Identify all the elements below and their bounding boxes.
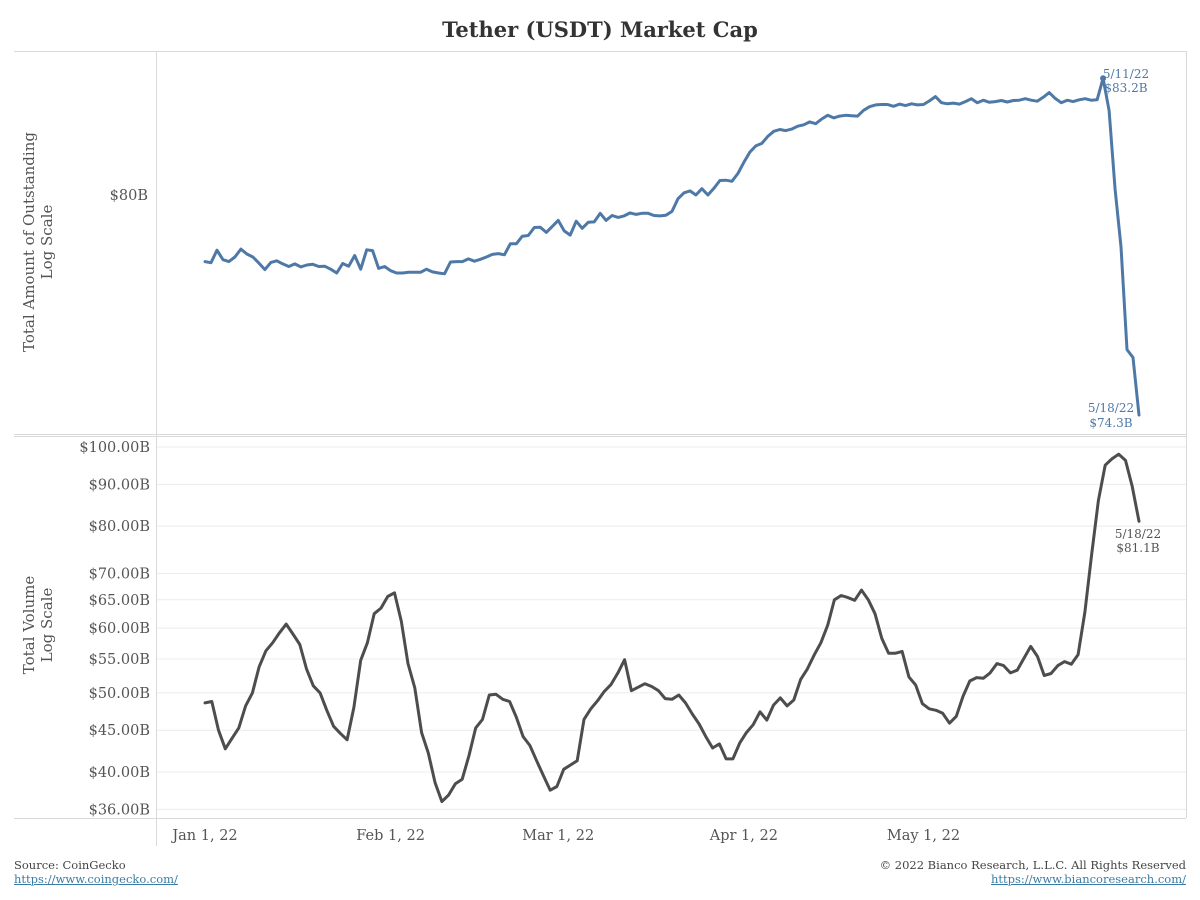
bottom-y-tick-label: $60.00B <box>89 621 150 637</box>
x-tick-labels: Jan 1, 22 Feb 1, 22 Mar 1, 22 Apr 1, 22 May … <box>170 828 960 844</box>
chart-title: Tether (USDT) Market Cap <box>442 17 758 42</box>
bottom-y-tick-label: $65.00B <box>89 593 150 609</box>
top-y-axis-title-line1: Total Amount of Outstanding <box>20 132 38 352</box>
market-cap-marker-5-11 <box>1100 75 1107 82</box>
market-cap-line <box>203 76 1141 417</box>
source-label: Source: CoinGecko <box>14 858 126 872</box>
x-tick-label: Feb 1, 22 <box>356 828 425 844</box>
bottom-y-axis-title: Total Volume Log Scale <box>20 576 56 675</box>
annotation-5-18-date-bottom: 5/18/22 <box>1115 527 1161 541</box>
top-y-axis-title: Total Amount of Outstanding Log Scale <box>20 132 56 352</box>
annotation-5-11-value: $83.2B <box>1104 81 1147 95</box>
bottom-y-axis-title-line2: Log Scale <box>38 588 56 663</box>
bottom-y-tick-label: $50.00B <box>89 686 150 702</box>
footer-source: Source: CoinGecko https://www.coingecko.… <box>14 858 178 886</box>
bottom-y-axis-title-line1: Total Volume <box>20 576 38 675</box>
bottom-y-tick-label: $100.00B <box>79 440 150 456</box>
bottom-y-tick-labels: $100.00B $90.00B $80.00B $70.00B $65.00B $60.… <box>79 440 150 818</box>
annotation-5-18-value-top: $74.3B <box>1089 416 1132 430</box>
bottom-y-tick-label: $70.00B <box>89 567 150 583</box>
bottom-y-tick-label: $40.00B <box>89 765 150 781</box>
top-y-tick-label: $80B <box>110 188 148 204</box>
top-y-tick-labels: $80B <box>110 188 148 204</box>
annotation-5-18-date-top: 5/18/22 <box>1088 401 1134 415</box>
footer-copyright: © 2022 Bianco Research, L.L.C. All Right… <box>880 858 1186 886</box>
volume-line <box>203 452 1141 804</box>
annotation-5-11-date: 5/11/22 <box>1103 67 1149 81</box>
top-y-axis-title-line2: Log Scale <box>38 205 56 280</box>
site-link[interactable]: https://www.biancoresearch.com/ <box>990 872 1186 886</box>
bottom-gridlines <box>157 446 1186 810</box>
x-tick-label: May 1, 22 <box>887 828 960 844</box>
x-tick-label: Jan 1, 22 <box>170 828 237 844</box>
chart-frame <box>14 51 1187 846</box>
annotation-5-18-value-bottom: $81.1B <box>1116 541 1159 555</box>
copyright-text: © 2022 Bianco Research, L.L.C. All Right… <box>879 858 1186 872</box>
x-tick-label: Mar 1, 22 <box>522 828 594 844</box>
bottom-y-tick-label: $55.00B <box>89 652 150 668</box>
source-link[interactable]: https://www.coingecko.com/ <box>14 872 178 886</box>
bottom-y-tick-label: $90.00B <box>89 477 150 493</box>
bottom-y-tick-label: $36.00B <box>89 802 150 818</box>
bottom-y-tick-label: $80.00B <box>89 519 150 535</box>
x-tick-label: Apr 1, 22 <box>709 828 778 844</box>
bottom-y-tick-label: $45.00B <box>89 723 150 739</box>
